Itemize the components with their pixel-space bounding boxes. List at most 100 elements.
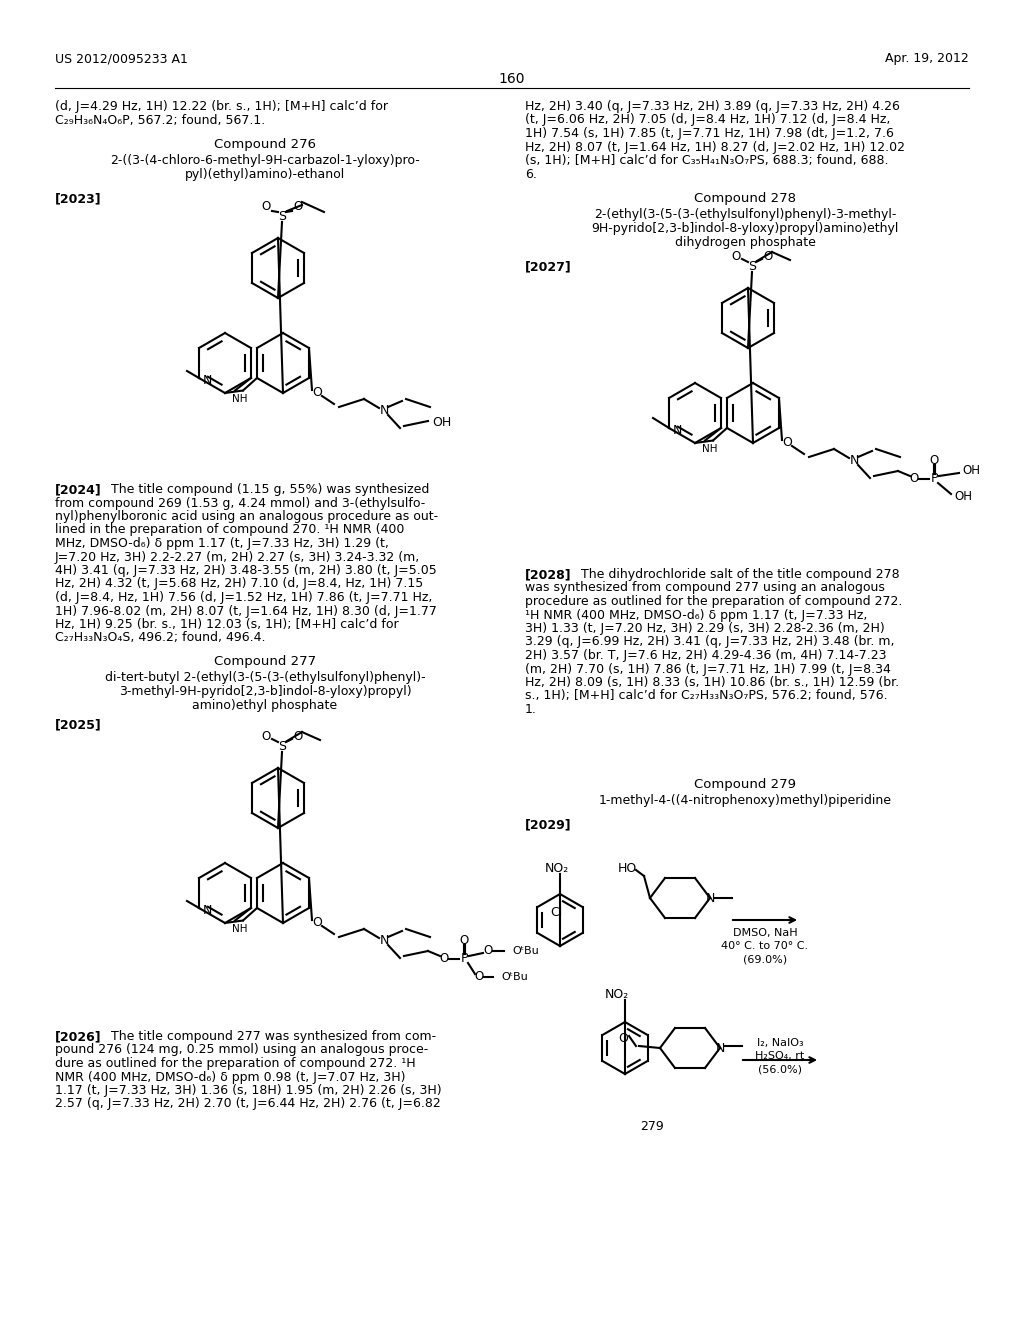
Text: O: O bbox=[618, 1032, 628, 1045]
Text: DMSO, NaH: DMSO, NaH bbox=[733, 928, 798, 939]
Text: [2023]: [2023] bbox=[55, 191, 101, 205]
Text: 1H) 7.96-8.02 (m, 2H) 8.07 (t, J=1.64 Hz, 1H) 8.30 (d, J=1.77: 1H) 7.96-8.02 (m, 2H) 8.07 (t, J=1.64 Hz… bbox=[55, 605, 437, 618]
Text: was synthesized from compound 277 using an analogous: was synthesized from compound 277 using … bbox=[525, 582, 885, 594]
Text: C₂₉H₃₆N₄O₆P, 567.2; found, 567.1.: C₂₉H₃₆N₄O₆P, 567.2; found, 567.1. bbox=[55, 114, 265, 127]
Text: Apr. 19, 2012: Apr. 19, 2012 bbox=[886, 51, 969, 65]
Text: Cl: Cl bbox=[550, 906, 562, 919]
Text: I₂, NaIO₃: I₂, NaIO₃ bbox=[757, 1038, 803, 1048]
Text: S: S bbox=[278, 739, 286, 752]
Text: from compound 269 (1.53 g, 4.24 mmol) and 3-(ethylsulfo-: from compound 269 (1.53 g, 4.24 mmol) an… bbox=[55, 496, 425, 510]
Text: US 2012/0095233 A1: US 2012/0095233 A1 bbox=[55, 51, 187, 65]
Text: Hz, 2H) 8.09 (s, 1H) 8.33 (s, 1H) 10.86 (br. s., 1H) 12.59 (br.: Hz, 2H) 8.09 (s, 1H) 8.33 (s, 1H) 10.86 … bbox=[525, 676, 899, 689]
Text: O: O bbox=[731, 251, 740, 264]
Text: N: N bbox=[706, 891, 715, 904]
Text: 4H) 3.41 (q, J=7.33 Hz, 2H) 3.48-3.55 (m, 2H) 3.80 (t, J=5.05: 4H) 3.41 (q, J=7.33 Hz, 2H) 3.48-3.55 (m… bbox=[55, 564, 437, 577]
Text: Compound 277: Compound 277 bbox=[214, 655, 316, 668]
Text: NH: NH bbox=[232, 924, 248, 933]
Text: O: O bbox=[763, 251, 773, 264]
Text: J=7.20 Hz, 3H) 2.2-2.27 (m, 2H) 2.27 (s, 3H) 3.24-3.32 (m,: J=7.20 Hz, 3H) 2.2-2.27 (m, 2H) 2.27 (s,… bbox=[55, 550, 420, 564]
Text: pound 276 (124 mg, 0.25 mmol) using an analogous proce-: pound 276 (124 mg, 0.25 mmol) using an a… bbox=[55, 1044, 428, 1056]
Text: (s, 1H); [M+H] calc’d for C₃₅H₄₁N₃O₇PS, 688.3; found, 688.: (s, 1H); [M+H] calc’d for C₃₅H₄₁N₃O₇PS, … bbox=[525, 154, 889, 168]
Text: OᵗBu: OᵗBu bbox=[512, 946, 539, 956]
Text: NMR (400 MHz, DMSO-d₆) δ ppm 0.98 (t, J=7.07 Hz, 3H): NMR (400 MHz, DMSO-d₆) δ ppm 0.98 (t, J=… bbox=[55, 1071, 406, 1084]
Text: 3-methyl-9H-pyrido[2,3-b]indol-8-yloxy)propyl): 3-methyl-9H-pyrido[2,3-b]indol-8-yloxy)p… bbox=[119, 685, 412, 698]
Text: O: O bbox=[460, 935, 469, 948]
Text: 1H) 7.54 (s, 1H) 7.85 (t, J=7.71 Hz, 1H) 7.98 (dt, J=1.2, 7.6: 1H) 7.54 (s, 1H) 7.85 (t, J=7.71 Hz, 1H)… bbox=[525, 127, 894, 140]
Text: 2.57 (q, J=7.33 Hz, 2H) 2.70 (t, J=6.44 Hz, 2H) 2.76 (t, J=6.82: 2.57 (q, J=7.33 Hz, 2H) 2.70 (t, J=6.44 … bbox=[55, 1097, 440, 1110]
Text: H₂SO₄, rt: H₂SO₄, rt bbox=[756, 1051, 805, 1061]
Text: [2029]: [2029] bbox=[525, 818, 571, 832]
Text: O: O bbox=[909, 473, 919, 486]
Text: S: S bbox=[278, 210, 286, 223]
Text: 2-((3-(4-chloro-6-methyl-9H-carbazol-1-yloxy)pro-: 2-((3-(4-chloro-6-methyl-9H-carbazol-1-y… bbox=[111, 154, 420, 168]
Text: [2028]: [2028] bbox=[525, 568, 571, 581]
Text: (m, 2H) 7.70 (s, 1H) 7.86 (t, J=7.71 Hz, 1H) 7.99 (t, J=8.34: (m, 2H) 7.70 (s, 1H) 7.86 (t, J=7.71 Hz,… bbox=[525, 663, 891, 676]
Text: s., 1H); [M+H] calc’d for C₂₇H₃₃N₃O₇PS, 576.2; found, 576.: s., 1H); [M+H] calc’d for C₂₇H₃₃N₃O₇PS, … bbox=[525, 689, 888, 702]
Text: pyl)(ethyl)amino)-ethanol: pyl)(ethyl)amino)-ethanol bbox=[185, 168, 345, 181]
Text: (d, J=8.4, Hz, 1H) 7.56 (d, J=1.52 Hz, 1H) 7.86 (t, J=7.71 Hz,: (d, J=8.4, Hz, 1H) 7.56 (d, J=1.52 Hz, 1… bbox=[55, 591, 432, 605]
Text: O: O bbox=[930, 454, 939, 467]
Text: OH: OH bbox=[954, 491, 972, 503]
Text: Hz, 2H) 4.32 (t, J=5.68 Hz, 2H) 7.10 (d, J=8.4, Hz, 1H) 7.15: Hz, 2H) 4.32 (t, J=5.68 Hz, 2H) 7.10 (d,… bbox=[55, 578, 423, 590]
Text: (69.0%): (69.0%) bbox=[743, 954, 787, 964]
Text: [2024]: [2024] bbox=[55, 483, 101, 496]
Text: 1-methyl-4-((4-nitrophenoxy)methyl)piperidine: 1-methyl-4-((4-nitrophenoxy)methyl)piper… bbox=[598, 795, 892, 807]
Text: Hz, 1H) 9.25 (br. s., 1H) 12.03 (s, 1H); [M+H] calc’d for: Hz, 1H) 9.25 (br. s., 1H) 12.03 (s, 1H);… bbox=[55, 618, 398, 631]
Text: 1.: 1. bbox=[525, 704, 537, 715]
Text: O: O bbox=[439, 953, 449, 965]
Text: 9H-pyrido[2,3-b]indol-8-yloxy)propyl)amino)ethyl: 9H-pyrido[2,3-b]indol-8-yloxy)propyl)ami… bbox=[591, 222, 899, 235]
Text: (d, J=4.29 Hz, 1H) 12.22 (br. s., 1H); [M+H] calc’d for: (d, J=4.29 Hz, 1H) 12.22 (br. s., 1H); [… bbox=[55, 100, 388, 114]
Text: 3.29 (q, J=6.99 Hz, 2H) 3.41 (q, J=7.33 Hz, 2H) 3.48 (br. m,: 3.29 (q, J=6.99 Hz, 2H) 3.41 (q, J=7.33 … bbox=[525, 635, 895, 648]
Text: S: S bbox=[748, 260, 756, 272]
Text: O: O bbox=[293, 201, 303, 214]
Text: N: N bbox=[379, 404, 389, 417]
Text: NH: NH bbox=[232, 393, 248, 404]
Text: NO₂: NO₂ bbox=[545, 862, 569, 875]
Text: O: O bbox=[483, 945, 493, 957]
Text: Compound 276: Compound 276 bbox=[214, 139, 316, 150]
Text: nyl)phenylboronic acid using an analogous procedure as out-: nyl)phenylboronic acid using an analogou… bbox=[55, 510, 438, 523]
Text: O: O bbox=[312, 387, 322, 400]
Text: N: N bbox=[673, 425, 682, 437]
Text: lined in the preparation of compound 270. ¹H NMR (400: lined in the preparation of compound 270… bbox=[55, 524, 404, 536]
Text: 1.17 (t, J=7.33 Hz, 3H) 1.36 (s, 18H) 1.95 (m, 2H) 2.26 (s, 3H): 1.17 (t, J=7.33 Hz, 3H) 1.36 (s, 18H) 1.… bbox=[55, 1084, 441, 1097]
Text: O: O bbox=[312, 916, 322, 929]
Text: di-tert-butyl 2-(ethyl(3-(5-(3-(ethylsulfonyl)phenyl)-: di-tert-butyl 2-(ethyl(3-(5-(3-(ethylsul… bbox=[104, 671, 425, 684]
Text: ¹H NMR (400 MHz, DMSO-d₆) δ ppm 1.17 (t, J=7.33 Hz,: ¹H NMR (400 MHz, DMSO-d₆) δ ppm 1.17 (t,… bbox=[525, 609, 867, 622]
Text: 3H) 1.33 (t, J=7.20 Hz, 3H) 2.29 (s, 3H) 2.28-2.36 (m, 2H): 3H) 1.33 (t, J=7.20 Hz, 3H) 2.29 (s, 3H)… bbox=[525, 622, 885, 635]
Text: dure as outlined for the preparation of compound 272. ¹H: dure as outlined for the preparation of … bbox=[55, 1057, 416, 1071]
Text: [2027]: [2027] bbox=[525, 260, 571, 273]
Text: NH: NH bbox=[702, 444, 718, 454]
Text: OᵗBu: OᵗBu bbox=[501, 972, 527, 982]
Text: N: N bbox=[203, 375, 212, 388]
Text: The dihydrochloride salt of the title compound 278: The dihydrochloride salt of the title co… bbox=[573, 568, 900, 581]
Text: P: P bbox=[930, 473, 938, 486]
Text: 2-(ethyl(3-(5-(3-(ethylsulfonyl)phenyl)-3-methyl-: 2-(ethyl(3-(5-(3-(ethylsulfonyl)phenyl)-… bbox=[594, 209, 896, 220]
Text: amino)ethyl phosphate: amino)ethyl phosphate bbox=[193, 700, 338, 711]
Text: dihydrogen phosphate: dihydrogen phosphate bbox=[675, 236, 815, 249]
Text: 6.: 6. bbox=[525, 168, 537, 181]
Text: (t, J=6.06 Hz, 2H) 7.05 (d, J=8.4 Hz, 1H) 7.12 (d, J=8.4 Hz,: (t, J=6.06 Hz, 2H) 7.05 (d, J=8.4 Hz, 1H… bbox=[525, 114, 891, 127]
Text: O: O bbox=[261, 201, 270, 214]
Text: N: N bbox=[716, 1041, 725, 1055]
Text: OH: OH bbox=[962, 465, 980, 478]
Text: (56.0%): (56.0%) bbox=[758, 1064, 802, 1074]
Text: N: N bbox=[379, 935, 389, 948]
Text: Compound 278: Compound 278 bbox=[694, 191, 796, 205]
Text: The title compound (1.15 g, 55%) was synthesized: The title compound (1.15 g, 55%) was syn… bbox=[103, 483, 429, 496]
Text: 40° C. to 70° C.: 40° C. to 70° C. bbox=[722, 941, 809, 950]
Text: OH: OH bbox=[432, 417, 452, 429]
Text: 2H) 3.57 (br. T, J=7.6 Hz, 2H) 4.29-4.36 (m, 4H) 7.14-7.23: 2H) 3.57 (br. T, J=7.6 Hz, 2H) 4.29-4.36… bbox=[525, 649, 887, 663]
Text: procedure as outlined for the preparation of compound 272.: procedure as outlined for the preparatio… bbox=[525, 595, 902, 609]
Text: N: N bbox=[849, 454, 859, 467]
Text: P: P bbox=[460, 953, 468, 965]
Text: [2026]: [2026] bbox=[55, 1030, 101, 1043]
Text: C₂₇H₃₃N₃O₄S, 496.2; found, 496.4.: C₂₇H₃₃N₃O₄S, 496.2; found, 496.4. bbox=[55, 631, 265, 644]
Text: O: O bbox=[293, 730, 303, 743]
Text: Hz, 2H) 8.07 (t, J=1.64 Hz, 1H) 8.27 (d, J=2.02 Hz, 1H) 12.02: Hz, 2H) 8.07 (t, J=1.64 Hz, 1H) 8.27 (d,… bbox=[525, 140, 905, 153]
Text: O: O bbox=[261, 730, 270, 743]
Text: O: O bbox=[782, 437, 792, 450]
Text: [2025]: [2025] bbox=[55, 718, 101, 731]
Text: O: O bbox=[474, 970, 483, 983]
Text: Compound 279: Compound 279 bbox=[694, 777, 796, 791]
